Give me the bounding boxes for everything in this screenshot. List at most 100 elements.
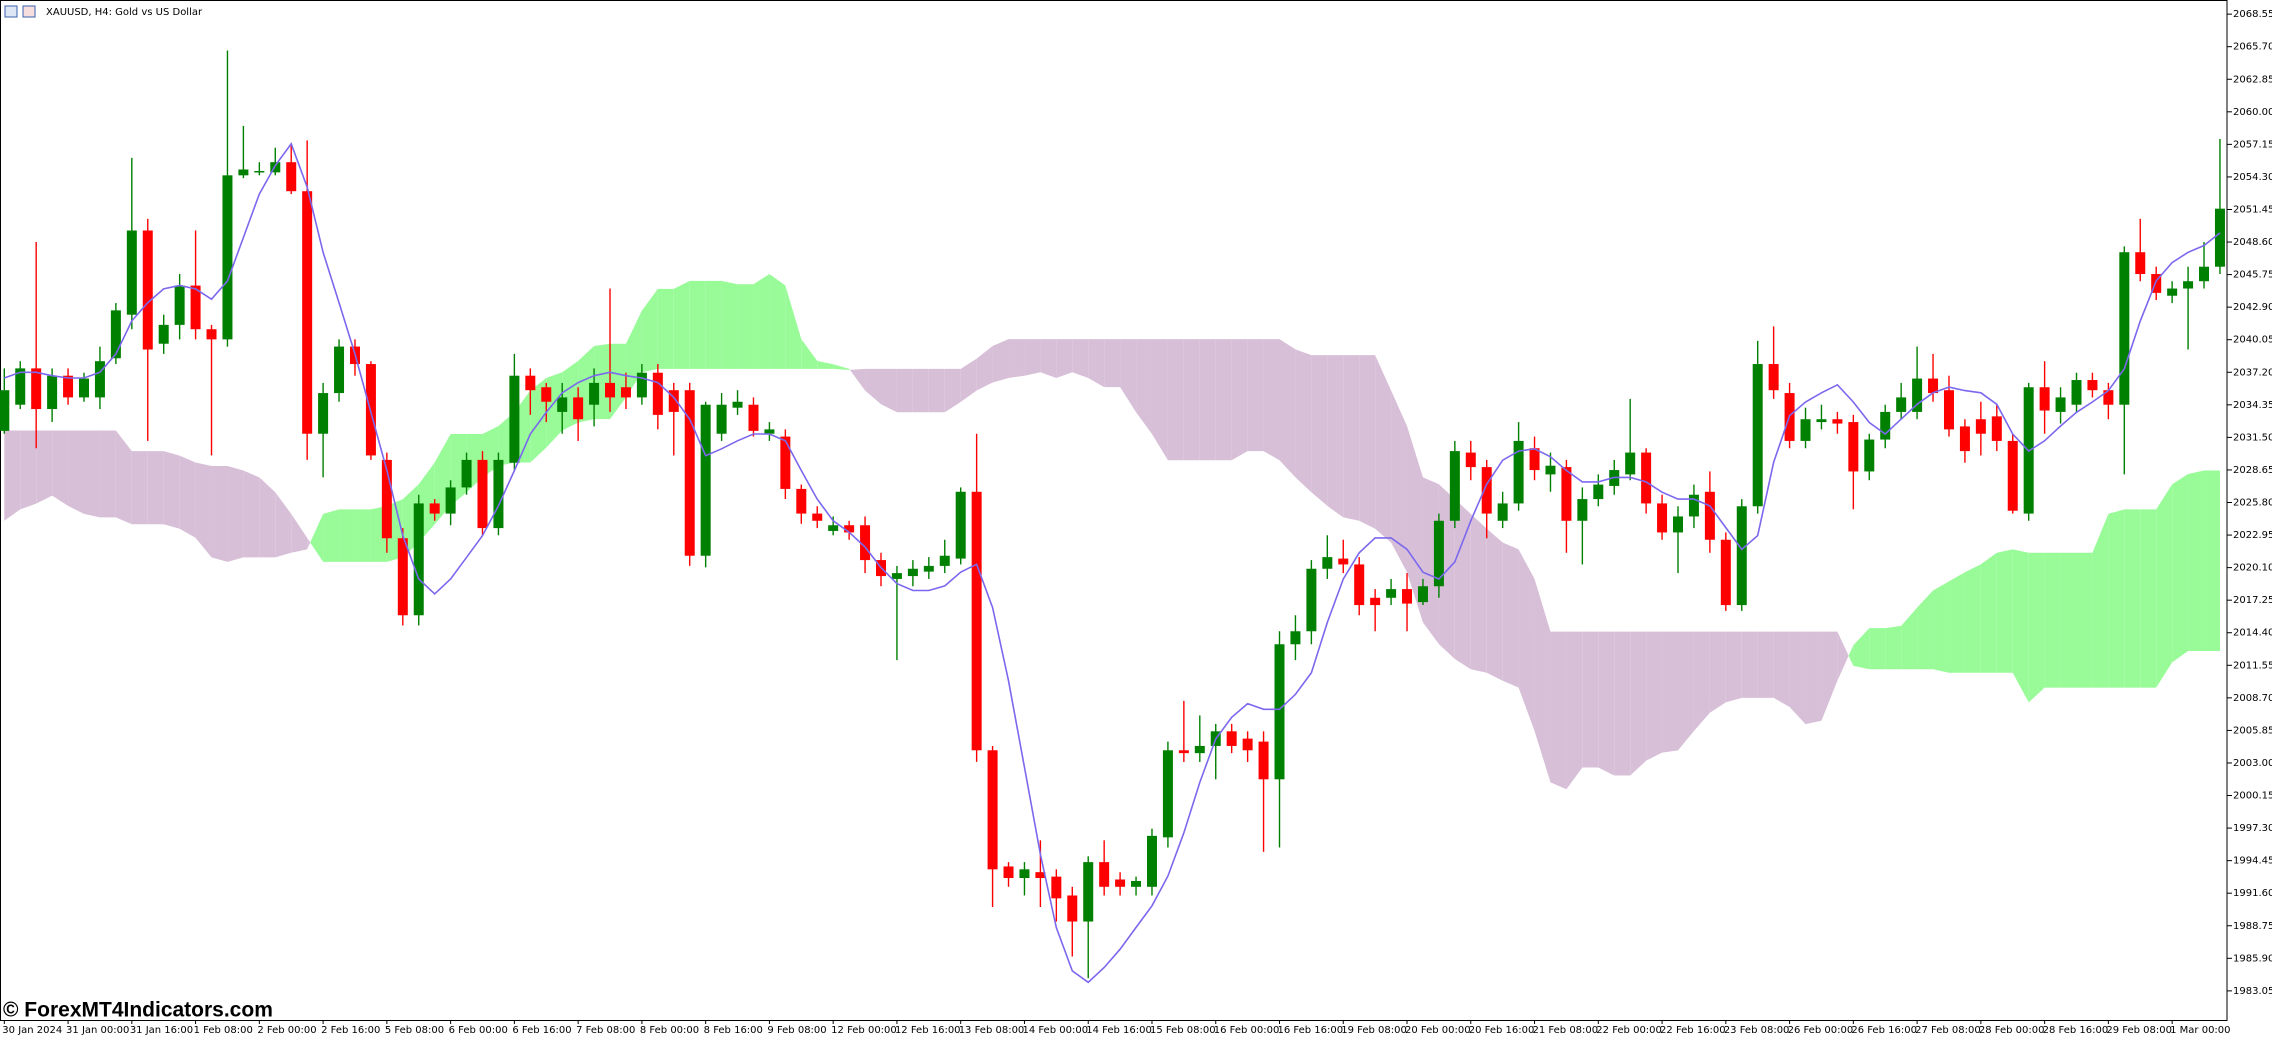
x-tick-label: 14 Feb 16:00 xyxy=(1086,1025,1152,1036)
cloud-segment xyxy=(259,477,276,558)
cloud-segment xyxy=(84,430,100,518)
cloud-segment xyxy=(1247,339,1264,452)
candle-body xyxy=(1402,589,1413,604)
cloud-segment xyxy=(1151,339,1168,461)
cloud-segment xyxy=(2060,552,2077,688)
cloud-segment xyxy=(721,280,738,369)
candle-body xyxy=(47,375,58,410)
candle-body xyxy=(1131,880,1142,887)
cloud-segment xyxy=(1614,631,1631,776)
y-tick-label: 2068.55 xyxy=(2233,9,2272,20)
cloud-segment xyxy=(833,364,850,370)
cloud-segment xyxy=(801,339,818,369)
cloud-segment xyxy=(976,345,993,391)
plot-frame xyxy=(0,0,2228,1021)
cloud-segment xyxy=(1343,355,1360,521)
candle-body xyxy=(509,375,520,463)
y-tick-label: 1988.75 xyxy=(2233,921,2272,932)
y-tick-label: 2034.35 xyxy=(2233,400,2272,411)
cloud-segment xyxy=(753,274,770,369)
x-tick-label: 27 Feb 08:00 xyxy=(1915,1025,1981,1036)
x-tick-label: 20 Feb 16:00 xyxy=(1469,1025,1535,1036)
candle-body xyxy=(668,390,679,412)
x-tick-label: 23 Feb 08:00 xyxy=(1724,1025,1790,1036)
x-tick-label: 16 Feb 00:00 xyxy=(1214,1025,1280,1036)
cloud-segment xyxy=(1598,631,1615,776)
candle-body xyxy=(1848,422,1859,472)
cloud-segment xyxy=(2076,552,2093,688)
candle-body xyxy=(1752,364,1763,507)
x-tick-label: 12 Feb 00:00 xyxy=(831,1025,897,1036)
y-tick-label: 1991.60 xyxy=(2233,888,2272,899)
candle-body xyxy=(1290,631,1301,645)
y-tick-label: 2022.95 xyxy=(2233,530,2272,541)
x-tick-label: 6 Feb 16:00 xyxy=(512,1025,571,1036)
cloud-segment xyxy=(1024,339,1041,376)
cloud-segment xyxy=(243,470,260,558)
candle-body xyxy=(1019,869,1030,879)
cloud-segment xyxy=(928,368,945,413)
x-tick-label: 5 Feb 08:00 xyxy=(385,1025,444,1036)
x-tick-label: 31 Jan 16:00 xyxy=(130,1025,193,1036)
cloud-segment xyxy=(1088,339,1105,388)
cloud-segment xyxy=(1662,631,1678,753)
cloud-segment xyxy=(1391,390,1408,573)
cloud-segment xyxy=(1709,631,1726,713)
cloud-segment xyxy=(1646,631,1663,761)
candle-body xyxy=(1943,390,1954,430)
candle-body xyxy=(1258,741,1269,780)
cloud-segment xyxy=(1136,339,1152,434)
candle-body xyxy=(2199,266,2210,282)
candle-body xyxy=(1083,862,1094,922)
cloud-segment xyxy=(1550,631,1567,790)
cloud-segment xyxy=(1407,425,1423,623)
cloud-segment xyxy=(1199,339,1216,461)
x-tick-label: 29 Feb 08:00 xyxy=(2106,1025,2172,1036)
candle-body xyxy=(525,375,536,391)
cloud-segment xyxy=(1821,631,1838,721)
cloud-segment xyxy=(1422,477,1439,645)
cloud-segment xyxy=(307,537,311,550)
candle-body xyxy=(860,525,871,561)
cloud-segment xyxy=(2188,470,2205,652)
y-tick-label: 2017.25 xyxy=(2233,595,2272,606)
candle-body xyxy=(493,459,504,529)
x-tick-label: 1 Mar 00:00 xyxy=(2170,1025,2230,1036)
candle-body xyxy=(2151,274,2162,293)
cloud-segment xyxy=(115,430,132,525)
x-tick-label: 8 Feb 16:00 xyxy=(704,1025,763,1036)
cloud-segment xyxy=(1375,355,1392,543)
cloud-segment xyxy=(1678,631,1694,751)
cloud-segment xyxy=(673,280,690,369)
y-tick-label: 2037.20 xyxy=(2233,367,2272,378)
candle-body xyxy=(1354,564,1365,606)
cloud-segment xyxy=(562,360,579,431)
cloud-segment xyxy=(1964,564,1981,673)
candle-body xyxy=(1704,491,1715,540)
cloud-segment xyxy=(1279,339,1296,478)
candle-body xyxy=(2039,387,2050,411)
candle-body xyxy=(190,285,201,330)
y-tick-label: 1994.45 xyxy=(2233,856,2272,867)
cloud-segment xyxy=(354,509,371,562)
cloud-segment xyxy=(912,368,929,413)
cloud-segment xyxy=(1104,339,1121,388)
candle-body xyxy=(589,382,600,405)
cloud-segment xyxy=(896,368,913,413)
y-tick-label: 2054.30 xyxy=(2233,172,2272,183)
cloud-segment xyxy=(2172,473,2189,663)
candle-body xyxy=(907,568,918,577)
candle-body xyxy=(1322,557,1333,569)
candle-body xyxy=(1035,872,1046,879)
candle-body xyxy=(541,387,552,402)
candle-body xyxy=(1226,731,1237,746)
cloud-segment xyxy=(323,509,340,562)
candle-body xyxy=(1641,452,1652,504)
candle-body xyxy=(79,378,89,398)
candle-body xyxy=(15,368,26,405)
candle-body xyxy=(1928,378,1939,394)
cloud-segment xyxy=(737,284,754,369)
chart-title: XAUUSD, H4: Gold vs US Dollar xyxy=(46,7,203,18)
candle-body xyxy=(2055,397,2066,412)
candle-body xyxy=(1673,516,1683,533)
